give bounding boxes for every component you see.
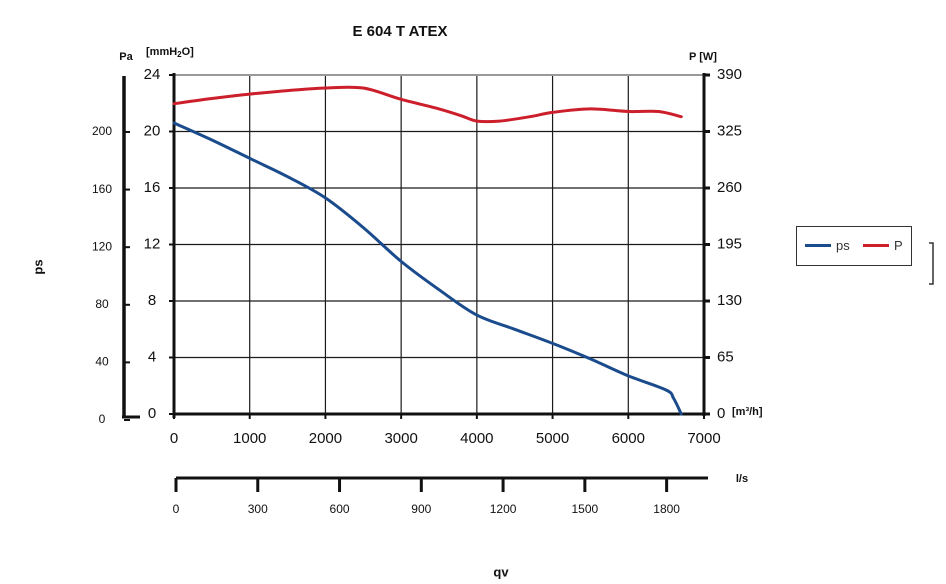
x-tick-label-m3h: 2000 — [309, 430, 342, 447]
y-tick-label-watt: 65 — [717, 348, 734, 365]
x-tick-label-m3h: 6000 — [612, 430, 645, 447]
legend-swatch-ps — [805, 244, 831, 247]
y-tick-label-mmh2o: 20 — [144, 122, 161, 139]
x-tick-label-m3h: 3000 — [384, 430, 417, 447]
y-tick-label-mmh2o: 16 — [144, 179, 161, 196]
x-tick-label-m3h: 1000 — [233, 430, 266, 447]
x-tick-label-ls: 1200 — [490, 502, 517, 516]
x-tick-label-ls: 1500 — [572, 502, 599, 516]
y-tick-label-mmh2o: 0 — [148, 405, 156, 422]
legend-item-ps: ps — [805, 238, 850, 253]
y-tick-label-pa: 120 — [92, 239, 112, 253]
y-tick-label-pa: 200 — [92, 124, 112, 138]
y-axis-title: ps — [30, 259, 45, 274]
y-axis-mmh2o-unit: [mmH2O] — [146, 46, 194, 59]
y-tick-label-mmh2o: 12 — [144, 235, 161, 252]
x-axis-m3h-unit: [m³/h] — [732, 406, 763, 418]
x-tick-label-m3h: 4000 — [460, 430, 493, 447]
legend-item-p: P — [863, 238, 903, 253]
y-axis-watt-unit: P [W] — [689, 51, 717, 63]
x-tick-label-ls: 900 — [411, 502, 431, 516]
x-tick-label-m3h: 0 — [170, 430, 178, 447]
legend: ps P — [796, 226, 912, 266]
legend-label-ps: ps — [836, 238, 850, 253]
y-tick-label-watt: 325 — [717, 122, 742, 139]
edge-bracket — [929, 242, 934, 285]
x-axis-title: qv — [493, 564, 509, 579]
y-tick-label-watt: 130 — [717, 292, 742, 309]
series-line-p — [172, 85, 683, 124]
x-tick-label-ls: 1800 — [653, 502, 680, 516]
y-tick-label-mmh2o: 8 — [148, 292, 156, 309]
y-tick-label-watt: 390 — [717, 66, 742, 83]
chart-title: E 604 T ATEX — [352, 23, 447, 40]
y-axis-pa-unit: Pa — [119, 51, 133, 63]
x-tick-label-m3h: 7000 — [687, 430, 720, 447]
y-axis-mmh2o-unit-part: O] — [182, 46, 195, 58]
legend-label-p: P — [894, 238, 903, 253]
y-tick-label-watt: 0 — [717, 405, 725, 422]
y-tick-label-pa: 80 — [95, 297, 109, 311]
y-tick-label-pa: 160 — [92, 182, 112, 196]
legend-swatch-p — [863, 244, 889, 247]
x-tick-label-ls: 300 — [248, 502, 268, 516]
x-tick-label-ls: 600 — [330, 502, 350, 516]
y-tick-label-pa: 0 — [99, 412, 106, 426]
y-tick-label-pa: 40 — [95, 355, 109, 369]
y-axis-mmh2o-unit-subscript: 2 — [177, 50, 182, 59]
y-tick-label-watt: 195 — [717, 235, 742, 252]
x-tick-label-ls: 0 — [173, 502, 180, 516]
y-tick-label-mmh2o: 4 — [148, 348, 156, 365]
y-tick-label-watt: 260 — [717, 179, 742, 196]
y-axis-mmh2o-unit-part: [mmH — [146, 46, 177, 58]
x-axis-ls-unit: l/s — [736, 473, 748, 485]
x-tick-label-m3h: 5000 — [536, 430, 569, 447]
series-line-ps — [172, 121, 683, 416]
y-tick-label-mmh2o: 24 — [144, 66, 161, 83]
